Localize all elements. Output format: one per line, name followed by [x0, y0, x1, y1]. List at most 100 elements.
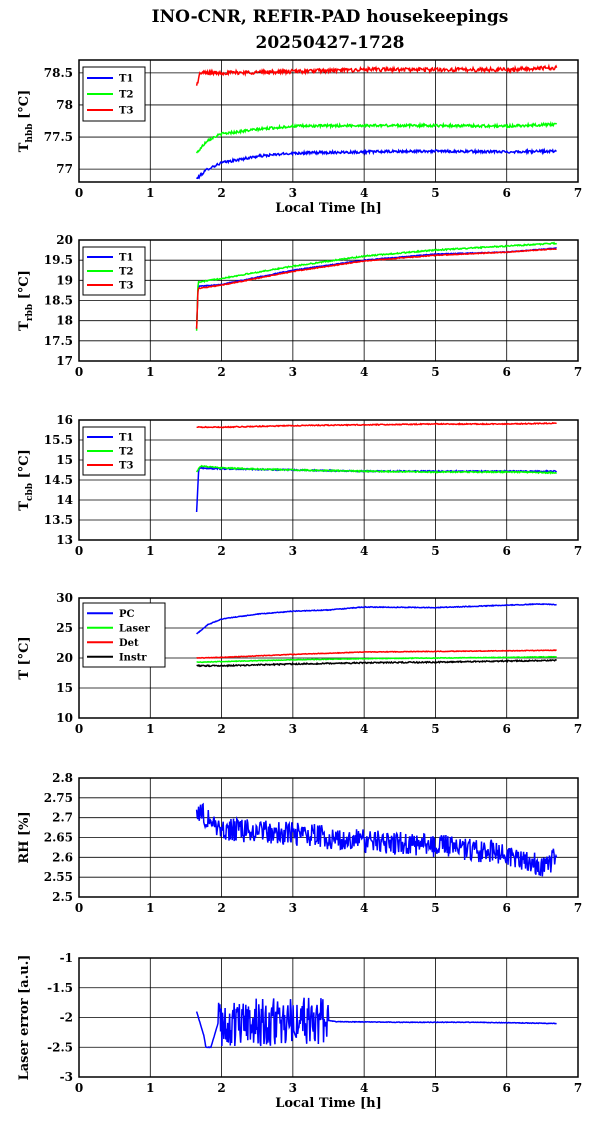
chart-panel-6: 0 1 2 3 4 5 6 7 -3 -2.5 -2 -1.5 -1 Laser error [a.u.]… [17, 951, 582, 1111]
y-tick-label: -3 [60, 1070, 73, 1084]
x-tick-label: 7 [574, 544, 582, 558]
y-tick-label: 20 [56, 651, 73, 665]
y-tick-label: 78 [56, 98, 73, 112]
x-tick-label: 6 [503, 186, 511, 200]
legend-label: Det [119, 638, 139, 649]
x-tick-label: 7 [574, 1081, 582, 1095]
chart-panel-5: 0 1 2 3 4 5 6 7 2.5 2.55 2.6 2.65 2.7 2.75 2.8 RH [%] [17, 771, 582, 915]
y-tick-label: 19 [56, 273, 73, 287]
y-tick-label: 18.5 [44, 294, 73, 308]
y-tick-label: 2.8 [52, 771, 73, 785]
x-tick-label: 6 [503, 901, 511, 915]
legend-label: T3 [119, 106, 133, 117]
series-line-t3 [195, 248, 557, 329]
y-tick-label: -1.5 [47, 981, 73, 995]
x-tick-label: 2 [217, 186, 225, 200]
chart-panel-4: 0 1 2 3 4 5 6 7 10 15 20 25 30 T [°C] PC Laser Det Instr [17, 591, 582, 736]
x-tick-label: 7 [574, 186, 582, 200]
x-tick-label: 5 [431, 1081, 439, 1095]
x-axis-label: Local Time [h] [275, 1096, 382, 1111]
legend: T1 T2 T3 [82, 246, 146, 296]
series-line-instr [196, 658, 558, 668]
x-tick-label: 3 [289, 722, 297, 736]
legend-label: Laser [119, 623, 151, 634]
x-tick-label: 5 [431, 365, 439, 379]
y-axis-label: Tcbb [°C] [17, 449, 35, 510]
y-tick-label: 18 [56, 314, 73, 328]
y-axis-label: T [°C] [17, 636, 32, 679]
x-tick-label: 0 [75, 722, 83, 736]
y-tick-label: 25 [56, 621, 73, 635]
x-tick-label: 3 [289, 544, 297, 558]
y-tick-label: 78.5 [44, 66, 73, 80]
y-tick-label: 14.5 [44, 473, 73, 487]
x-tick-label: 0 [75, 1081, 83, 1095]
series-line-t2 [195, 120, 558, 154]
legend: T1 T2 T3 [82, 66, 146, 122]
x-tick-label: 6 [503, 722, 511, 736]
y-tick-label: -2.5 [47, 1040, 73, 1054]
series-line-t1 [195, 466, 558, 513]
legend-label: T3 [119, 461, 133, 472]
x-tick-label: 7 [574, 901, 582, 915]
series-line-laser [196, 655, 557, 664]
legend: T1 T2 T3 [82, 426, 146, 476]
x-tick-label: 2 [217, 901, 225, 915]
x-tick-label: 0 [75, 365, 83, 379]
x-tick-label: 4 [360, 365, 368, 379]
plot-frame [78, 777, 579, 898]
legend: PC Laser Det Instr [82, 602, 166, 668]
y-tick-label: 2.6 [52, 850, 73, 864]
y-tick-label: 16 [56, 413, 73, 427]
x-tick-label: 0 [75, 901, 83, 915]
legend-label: T2 [119, 90, 133, 101]
y-tick-label: 2.65 [44, 831, 73, 845]
y-tick-label: 15 [56, 681, 73, 695]
y-tick-label: 2.7 [52, 811, 73, 825]
legend-label: T1 [119, 433, 133, 444]
x-tick-label: 7 [574, 722, 582, 736]
x-tick-label: 2 [217, 544, 225, 558]
x-tick-label: 1 [146, 365, 154, 379]
figure-title-line-2: 20250427-1728 [256, 33, 405, 53]
x-tick-label: 5 [431, 901, 439, 915]
x-tick-label: 1 [146, 186, 154, 200]
figure-title-line-1: INO-CNR, REFIR-PAD housekeepings [152, 7, 509, 27]
y-axis-label: Thbb [°C] [17, 90, 35, 153]
series-line-value [195, 997, 557, 1049]
y-tick-label: 14 [56, 493, 73, 507]
plot-frame [78, 419, 579, 541]
x-axis-label: Local Time [h] [275, 201, 382, 216]
x-tick-label: 4 [360, 186, 368, 200]
series-line-pc [196, 602, 557, 635]
x-tick-label: 4 [360, 544, 368, 558]
x-tick-label: 5 [431, 544, 439, 558]
y-tick-label: 30 [56, 591, 73, 605]
x-tick-label: 6 [503, 365, 511, 379]
legend-label: T3 [119, 281, 133, 292]
y-tick-label: 13.5 [44, 513, 73, 527]
y-tick-label: 77 [56, 162, 73, 176]
legend-label: T1 [119, 253, 133, 264]
legend-label: T2 [119, 267, 133, 278]
y-tick-label: 2.55 [44, 870, 73, 884]
x-tick-label: 3 [289, 901, 297, 915]
x-tick-label: 0 [75, 544, 83, 558]
legend-label: T1 [119, 74, 133, 85]
x-tick-label: 3 [289, 1081, 297, 1095]
y-tick-label: 19.5 [44, 253, 73, 267]
x-tick-label: 1 [146, 722, 154, 736]
y-tick-label: 15 [56, 453, 73, 467]
y-tick-label: 77.5 [44, 130, 73, 144]
series-line-t2 [195, 241, 558, 331]
legend-label: T2 [119, 447, 133, 458]
x-tick-label: 4 [360, 722, 368, 736]
y-tick-label: 2.5 [52, 890, 73, 904]
x-tick-label: 5 [431, 722, 439, 736]
legend-label: PC [119, 609, 135, 620]
